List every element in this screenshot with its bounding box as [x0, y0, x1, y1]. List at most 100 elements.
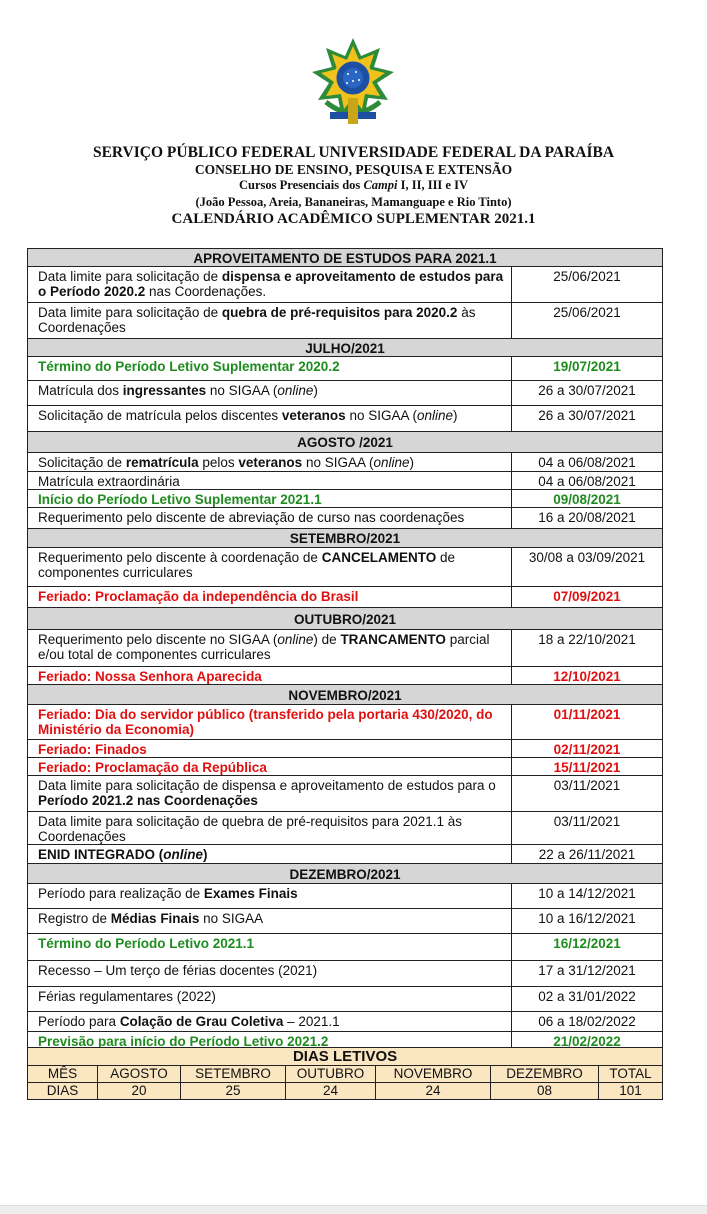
calendar-row: Data limite para solicitação de dispensa…: [27, 266, 664, 303]
event-date: 03/11/2021: [510, 775, 664, 812]
event-text: de componentes curriculares: [38, 550, 455, 580]
event-description: Período para Colação de Grau Coletiva – …: [27, 1011, 512, 1032]
days-value: 25: [180, 1082, 286, 1100]
event-text: Matrícula dos: [38, 383, 123, 398]
calendar-row: Data limite para solicitação de dispensa…: [27, 775, 664, 812]
section-title: OUTUBRO/2021: [26, 607, 664, 630]
event-description: Requerimento pelo discente à coordenação…: [27, 547, 512, 587]
event-text: Início do Período Letivo Suplementar 202…: [38, 492, 322, 507]
event-text: CANCELAMENTO: [321, 550, 437, 565]
section-header-row: DEZEMBRO/2021: [26, 863, 664, 884]
event-date: 30/08 a 03/09/2021: [510, 547, 664, 587]
event-text: Colação de Grau Coletiva: [119, 1014, 284, 1029]
section-title: NOVEMBRO/2021: [26, 684, 664, 705]
document-title: CALENDÁRIO ACADÊMICO SUPLEMENTAR 2021.1: [171, 211, 536, 227]
calendar-row: Matrícula dos ingressantes no SIGAA (onl…: [27, 380, 664, 406]
event-text: veteranos: [281, 408, 346, 423]
event-description: Matrícula extraordinária: [27, 471, 512, 490]
event-text: Férias regulamentares (2022): [38, 989, 216, 1004]
event-text: ): [453, 408, 458, 423]
calendar-row: Feriado: Dia do servidor público (transf…: [27, 704, 664, 740]
event-date: 19/07/2021: [510, 356, 664, 381]
month-header: MÊS: [27, 1065, 98, 1083]
calendar-row: Início do Período Letivo Suplementar 202…: [27, 489, 664, 508]
section-title: AGOSTO /2021: [26, 431, 664, 453]
section-header-row: AGOSTO /2021: [26, 431, 664, 453]
event-description: Término do Período Letivo Suplementar 20…: [27, 356, 512, 381]
event-date: 09/08/2021: [510, 489, 664, 508]
calendar-row: Requerimento pelo discente à coordenação…: [27, 547, 664, 587]
event-description: Término do Período Letivo 2021.1: [27, 933, 512, 961]
event-date: 02/11/2021: [510, 739, 664, 758]
calendar-row: Requerimento pelo discente de abreviação…: [27, 507, 664, 529]
calendar-row: Solicitação de rematrícula pelos veteran…: [27, 452, 664, 472]
event-text: Feriado: Finados: [38, 742, 147, 757]
event-date: 22 a 26/11/2021: [510, 844, 664, 864]
event-text: Término do Período Letivo Suplementar 20…: [38, 359, 340, 374]
event-text: Previsão para início do Período Letivo 2…: [38, 1034, 329, 1049]
event-description: Feriado: Nossa Senhora Aparecida: [27, 666, 512, 685]
event-date: 21/02/2022: [510, 1031, 664, 1050]
event-date: 04 a 06/08/2021: [510, 471, 664, 490]
event-description: Recesso – Um terço de férias docentes (2…: [27, 960, 512, 987]
event-text: Feriado: Dia do servidor público (transf…: [38, 707, 493, 737]
section-title: JULHO/2021: [26, 338, 664, 357]
days-value: DIAS: [27, 1082, 98, 1100]
event-text: Período para realização de: [38, 886, 204, 901]
event-date: 18 a 22/10/2021: [510, 629, 664, 667]
event-description: Solicitação de matrícula pelos discentes…: [27, 405, 512, 432]
event-date: 02 a 31/01/2022: [510, 986, 664, 1012]
event-description: Feriado: Dia do servidor público (transf…: [27, 704, 512, 740]
event-text: Término do Período Letivo 2021.1: [38, 936, 255, 951]
event-description: Feriado: Proclamação da independência do…: [27, 586, 512, 608]
event-text: Requerimento pelo discente à coordenação…: [38, 550, 322, 565]
event-text: – 2021.1: [283, 1014, 340, 1029]
header-line-institution: SERVIÇO PÚBLICO FEDERAL UNIVERSIDADE FED…: [92, 144, 615, 161]
event-text: ): [409, 455, 415, 470]
event-text: rematrícula: [125, 455, 199, 470]
calendar-row: Solicitação de matrícula pelos discentes…: [27, 405, 664, 432]
calendar-row: Feriado: Finados 02/11/2021: [27, 739, 664, 758]
days-value: 20: [97, 1082, 181, 1100]
event-text: Requerimento pelo discente de abreviação…: [38, 510, 465, 525]
event-text: ): [313, 383, 318, 398]
calendar-row: Data limite para solicitação de quebra d…: [27, 302, 664, 339]
header-line-campi: Cursos Presenciais dos Campi I, II, III …: [0, 178, 707, 193]
event-text: Data limite para solicitação de: [38, 305, 222, 320]
event-text: Data limite para solicitação de: [38, 269, 222, 284]
event-description: Matrícula dos ingressantes no SIGAA (onl…: [27, 380, 512, 406]
event-text: ) de: [313, 632, 341, 647]
event-date: 10 a 14/12/2021: [510, 883, 664, 909]
event-date: 26 a 30/07/2021: [510, 405, 664, 432]
event-text: online: [416, 408, 454, 423]
section-title: APROVEITAMENTO DE ESTUDOS PARA 2021.1: [26, 248, 664, 267]
event-text: ENID INTEGRADO (: [38, 847, 164, 862]
event-text: às Coordenações: [38, 305, 476, 335]
calendar-row: Feriado: Nossa Senhora Aparecida 12/10/20…: [27, 666, 664, 685]
event-text: quebra de pré-requisitos para 2020.2: [221, 305, 458, 320]
event-description: Data limite para solicitação de quebra d…: [27, 811, 512, 845]
event-text: Feriado: Nossa Senhora Aparecida: [38, 669, 262, 684]
event-text: Data limite para solicitação de quebra d…: [38, 814, 462, 844]
section-header-row: OUTUBRO/2021: [26, 607, 664, 630]
calendar-table: APROVEITAMENTO DE ESTUDOS PARA 2021.1 Dat…: [26, 248, 664, 1050]
campi-text-italic: Campi: [363, 178, 398, 192]
event-text: online: [373, 455, 410, 470]
days-value: 24: [375, 1082, 491, 1100]
event-text: online: [277, 632, 314, 647]
event-text: Médias Finais: [110, 911, 200, 926]
days-value: 101: [597, 1082, 664, 1100]
dias-letivos-title: DIAS LETIVOS: [26, 1047, 664, 1066]
event-description: Início do Período Letivo Suplementar 202…: [27, 489, 512, 508]
event-date: 17 a 31/12/2021: [510, 960, 664, 987]
campi-text-post: I, II, III e IV: [397, 178, 468, 192]
month-header: OUTUBRO: [285, 1065, 376, 1083]
event-text: online: [163, 847, 204, 862]
event-description: Período para realização de Exames Finais: [27, 883, 512, 909]
days-value: 24: [285, 1082, 376, 1100]
calendar-row: Término do Período Letivo Suplementar 20…: [27, 356, 664, 381]
section-title: DEZEMBRO/2021: [26, 863, 664, 884]
event-text: no SIGAA (: [206, 383, 278, 398]
month-header: DEZEMBRO: [490, 1065, 599, 1083]
event-description: Férias regulamentares (2022): [27, 986, 512, 1012]
